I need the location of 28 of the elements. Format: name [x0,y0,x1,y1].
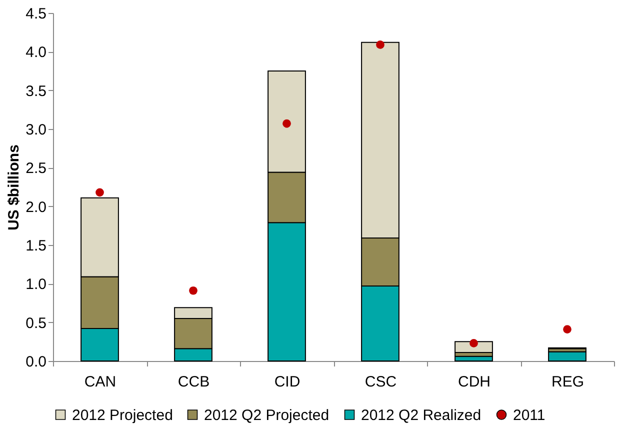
x-tick-label: CSC [364,374,397,390]
y-axis-title: US $billions [6,144,23,230]
y-tick-label: 0.5 [26,314,46,332]
point [96,188,104,197]
x-tick-label: CCB [178,374,210,390]
x-tick-label: CAN [84,374,116,390]
y-tick-label: 3.0 [26,122,46,138]
y-tick-label: 2.0 [26,198,46,216]
y-tick-label: 1.0 [26,276,46,294]
x-tick-label: CDH [458,374,490,390]
bar [548,351,586,362]
y-tick-label: 3.5 [26,82,46,100]
legend-label: 2011 [513,406,546,424]
point [376,40,384,49]
y-tick-label: 0.0 [26,354,46,370]
x-tick-label: CID [274,374,300,390]
legend-label: 2012 Projected [72,406,173,424]
y-tick-label: 1.5 [26,238,46,254]
point [282,119,291,128]
y-tick-label: 4.5 [26,6,46,22]
legend-label: 2012 Q2 Projected [204,406,330,424]
y-tick-label: 2.5 [26,160,46,178]
point [470,339,478,348]
point [189,286,198,295]
legend-label: 2012 Q2 Realized [361,406,482,424]
x-tick-label: REG [551,374,584,390]
y-tick-label: 4.0 [26,44,46,62]
point [563,325,572,334]
